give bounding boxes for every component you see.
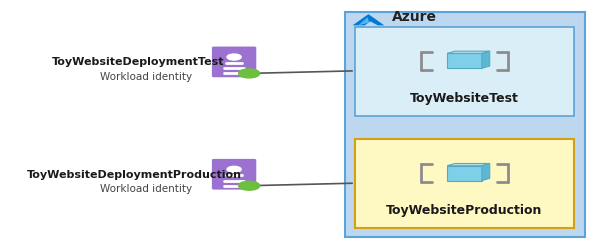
Text: Workload identity: Workload identity (100, 72, 192, 82)
Text: Azure: Azure (392, 10, 437, 24)
Text: ToyWebsiteProduction: ToyWebsiteProduction (386, 203, 543, 216)
Polygon shape (482, 164, 489, 181)
Text: ToyWebsiteTest: ToyWebsiteTest (410, 91, 519, 104)
FancyBboxPatch shape (212, 159, 256, 190)
FancyBboxPatch shape (355, 28, 574, 116)
Circle shape (239, 70, 260, 78)
Circle shape (227, 55, 241, 61)
Polygon shape (358, 18, 369, 26)
Polygon shape (353, 15, 384, 26)
Text: ToyWebsiteDeploymentProduction: ToyWebsiteDeploymentProduction (27, 170, 242, 180)
Polygon shape (447, 166, 482, 181)
FancyBboxPatch shape (345, 13, 584, 237)
FancyBboxPatch shape (355, 140, 574, 228)
Polygon shape (447, 54, 482, 69)
FancyBboxPatch shape (212, 47, 256, 78)
Polygon shape (447, 164, 489, 166)
Text: ToyWebsiteDeploymentTest: ToyWebsiteDeploymentTest (52, 56, 224, 66)
Text: Workload identity: Workload identity (100, 184, 192, 194)
Polygon shape (447, 52, 489, 54)
Polygon shape (482, 52, 489, 69)
Circle shape (227, 167, 241, 173)
Circle shape (239, 182, 260, 190)
